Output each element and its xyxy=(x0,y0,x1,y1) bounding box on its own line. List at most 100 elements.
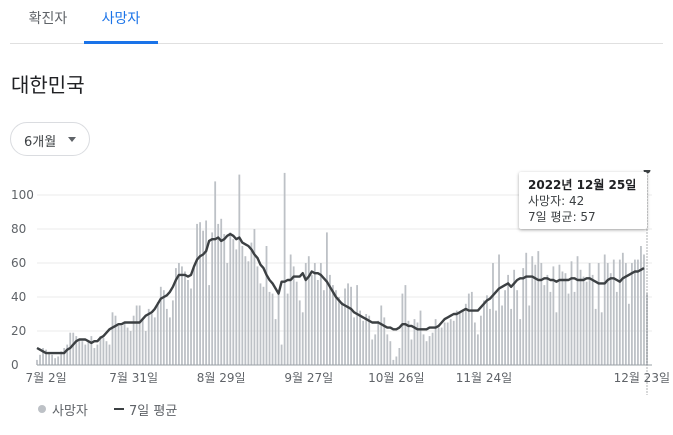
bar xyxy=(138,305,141,365)
bar xyxy=(57,356,60,365)
bar xyxy=(205,220,208,365)
bar xyxy=(126,327,129,365)
bar xyxy=(298,300,301,365)
bar xyxy=(63,348,66,365)
legend-deaths-label: 사망자 xyxy=(52,404,88,419)
y-tick-label: 60 xyxy=(11,256,26,270)
bar xyxy=(634,259,636,365)
tab-deaths[interactable]: 사망자 xyxy=(84,0,158,44)
bar xyxy=(159,286,162,365)
tab-active-indicator xyxy=(84,41,158,44)
bar xyxy=(244,256,247,365)
bar xyxy=(277,291,280,365)
tab-confirmed[interactable]: 확진자 xyxy=(28,11,68,27)
bar xyxy=(250,242,253,365)
bar xyxy=(522,268,525,365)
period-dropdown[interactable]: 6개월 xyxy=(10,122,90,156)
bar xyxy=(72,332,75,365)
bar xyxy=(606,263,609,365)
y-tick-label: 100 xyxy=(11,188,34,202)
bar xyxy=(389,341,392,365)
bar xyxy=(199,222,201,365)
bar xyxy=(175,268,177,365)
bar xyxy=(262,286,265,365)
bar xyxy=(87,341,90,365)
bar xyxy=(319,263,322,365)
bar xyxy=(585,281,588,365)
bar xyxy=(377,320,380,365)
bar xyxy=(111,312,114,365)
bar xyxy=(226,263,229,365)
y-tick-label: 40 xyxy=(11,290,26,304)
bar xyxy=(274,319,277,365)
bar xyxy=(470,291,473,365)
bar xyxy=(316,280,319,365)
bar xyxy=(627,303,630,365)
bar xyxy=(341,302,343,365)
bar xyxy=(621,252,624,365)
average-line xyxy=(36,232,645,355)
bar xyxy=(193,268,195,365)
bar xyxy=(36,359,38,365)
bar xyxy=(220,218,223,365)
bar xyxy=(165,308,168,365)
tab-deaths-label: 사망자 xyxy=(101,11,141,27)
bar xyxy=(144,331,147,365)
bar xyxy=(265,246,268,365)
bar xyxy=(407,320,410,365)
bar xyxy=(202,230,204,365)
legend-average-label: 7일 평균 xyxy=(129,404,178,419)
bar xyxy=(564,273,567,365)
bar xyxy=(168,317,171,365)
bar xyxy=(123,322,126,365)
bar xyxy=(507,274,509,365)
bar xyxy=(102,337,105,365)
bar xyxy=(392,359,395,365)
bar xyxy=(178,263,180,365)
bar xyxy=(310,274,313,365)
region-title: 대한민국 xyxy=(11,73,85,97)
bar xyxy=(93,348,96,365)
bar xyxy=(286,293,289,365)
bar xyxy=(631,263,633,365)
bar xyxy=(597,263,600,365)
bar xyxy=(326,232,328,365)
bar xyxy=(60,351,63,365)
bar xyxy=(256,266,259,365)
bar xyxy=(534,264,537,365)
tab-bar: 확진자 사망자 xyxy=(10,0,663,44)
bar xyxy=(383,317,386,365)
bar xyxy=(229,232,232,365)
bar xyxy=(344,288,346,365)
bar xyxy=(48,353,50,365)
bar xyxy=(259,283,262,365)
bar xyxy=(295,281,298,365)
bar xyxy=(443,322,446,365)
bar xyxy=(150,314,153,365)
bar xyxy=(368,315,371,365)
bar xyxy=(489,308,491,365)
bar xyxy=(543,285,546,365)
bar xyxy=(241,246,244,365)
chart-tooltip: 2022년 12월 25일 사망자: 42 7일 평균: 57 xyxy=(519,172,647,229)
bar xyxy=(480,315,482,365)
bar xyxy=(81,341,84,365)
bar xyxy=(307,256,310,365)
deaths-chart[interactable]: 0 20 40 60 80 100 7월 2일 7월 31일 8월 29일 9월 27일 10월 2… xyxy=(0,170,673,395)
bar xyxy=(495,310,497,365)
bar xyxy=(486,295,488,365)
bar xyxy=(492,263,494,365)
bar xyxy=(600,312,603,365)
y-tick-label: 0 xyxy=(11,358,19,372)
bar xyxy=(329,274,331,365)
bar xyxy=(214,181,217,365)
bar xyxy=(301,312,304,365)
y-tick-label: 20 xyxy=(11,324,26,338)
bar xyxy=(114,315,117,365)
bar xyxy=(247,261,250,365)
bar xyxy=(141,319,144,365)
bar xyxy=(588,263,591,365)
bar xyxy=(525,252,528,365)
bar xyxy=(398,348,401,365)
bar xyxy=(395,356,398,365)
